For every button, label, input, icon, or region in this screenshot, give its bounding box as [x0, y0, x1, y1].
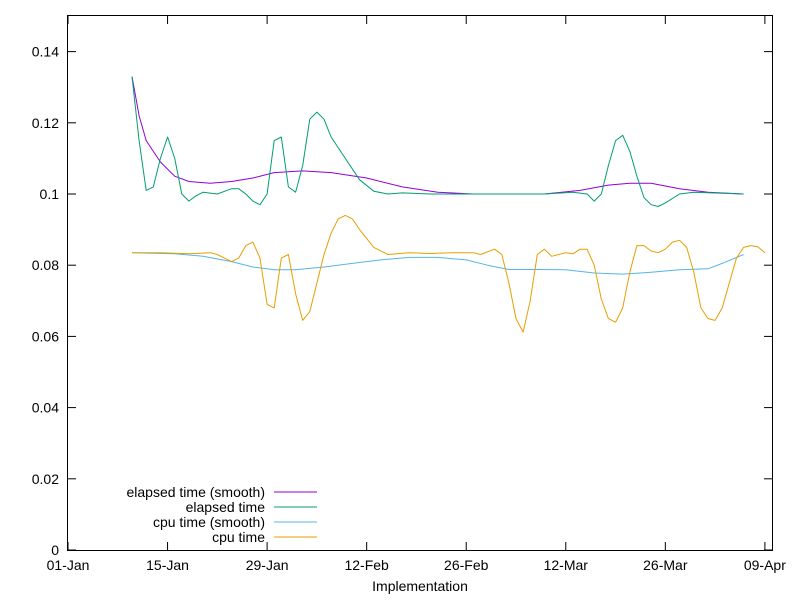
y-tick-label: 0.06 [32, 328, 59, 344]
y-axis: 0 0.02 0.04 0.06 0.08 0.1 0.12 0.14 [32, 44, 772, 558]
x-tick-label: 01-Jan [47, 557, 90, 573]
y-tick-label: 0 [51, 542, 59, 558]
series-line-1 [131, 76, 744, 207]
series-line-3 [132, 214, 766, 333]
x-tick-label: 12-Mar [544, 557, 589, 573]
x-tick-label: 15-Jan [146, 557, 189, 573]
y-tick-label: 0.04 [32, 400, 59, 416]
x-tick-label: 26-Feb [444, 557, 489, 573]
y-tick-label: 0.12 [32, 115, 59, 131]
y-tick-label: 0.1 [40, 186, 60, 202]
x-tick-label: 09-Apr [744, 557, 786, 573]
y-tick-label: 0.08 [32, 257, 59, 273]
x-tick-label: 26-Mar [643, 557, 688, 573]
x-axis: 01-Jan 15-Jan 29-Jan 12-Feb 26-Feb 12-Mar 26-M… [47, 16, 786, 573]
legend-label: elapsed time (smooth) [126, 484, 265, 500]
y-tick-label: 0.02 [32, 471, 59, 487]
y-tick-label: 0.14 [32, 44, 59, 60]
legend-label: elapsed time [186, 499, 266, 515]
series-line-0 [131, 76, 744, 195]
x-tick-label: 12-Feb [344, 557, 389, 573]
series-lines [131, 76, 766, 333]
legend-label: cpu time (smooth) [153, 514, 265, 530]
x-tick-label: 29-Jan [246, 557, 289, 573]
legend-label: cpu time [212, 529, 265, 545]
plot-frame [67, 15, 773, 551]
series-line-2 [131, 252, 744, 275]
x-axis-title: Implementation [372, 578, 468, 594]
